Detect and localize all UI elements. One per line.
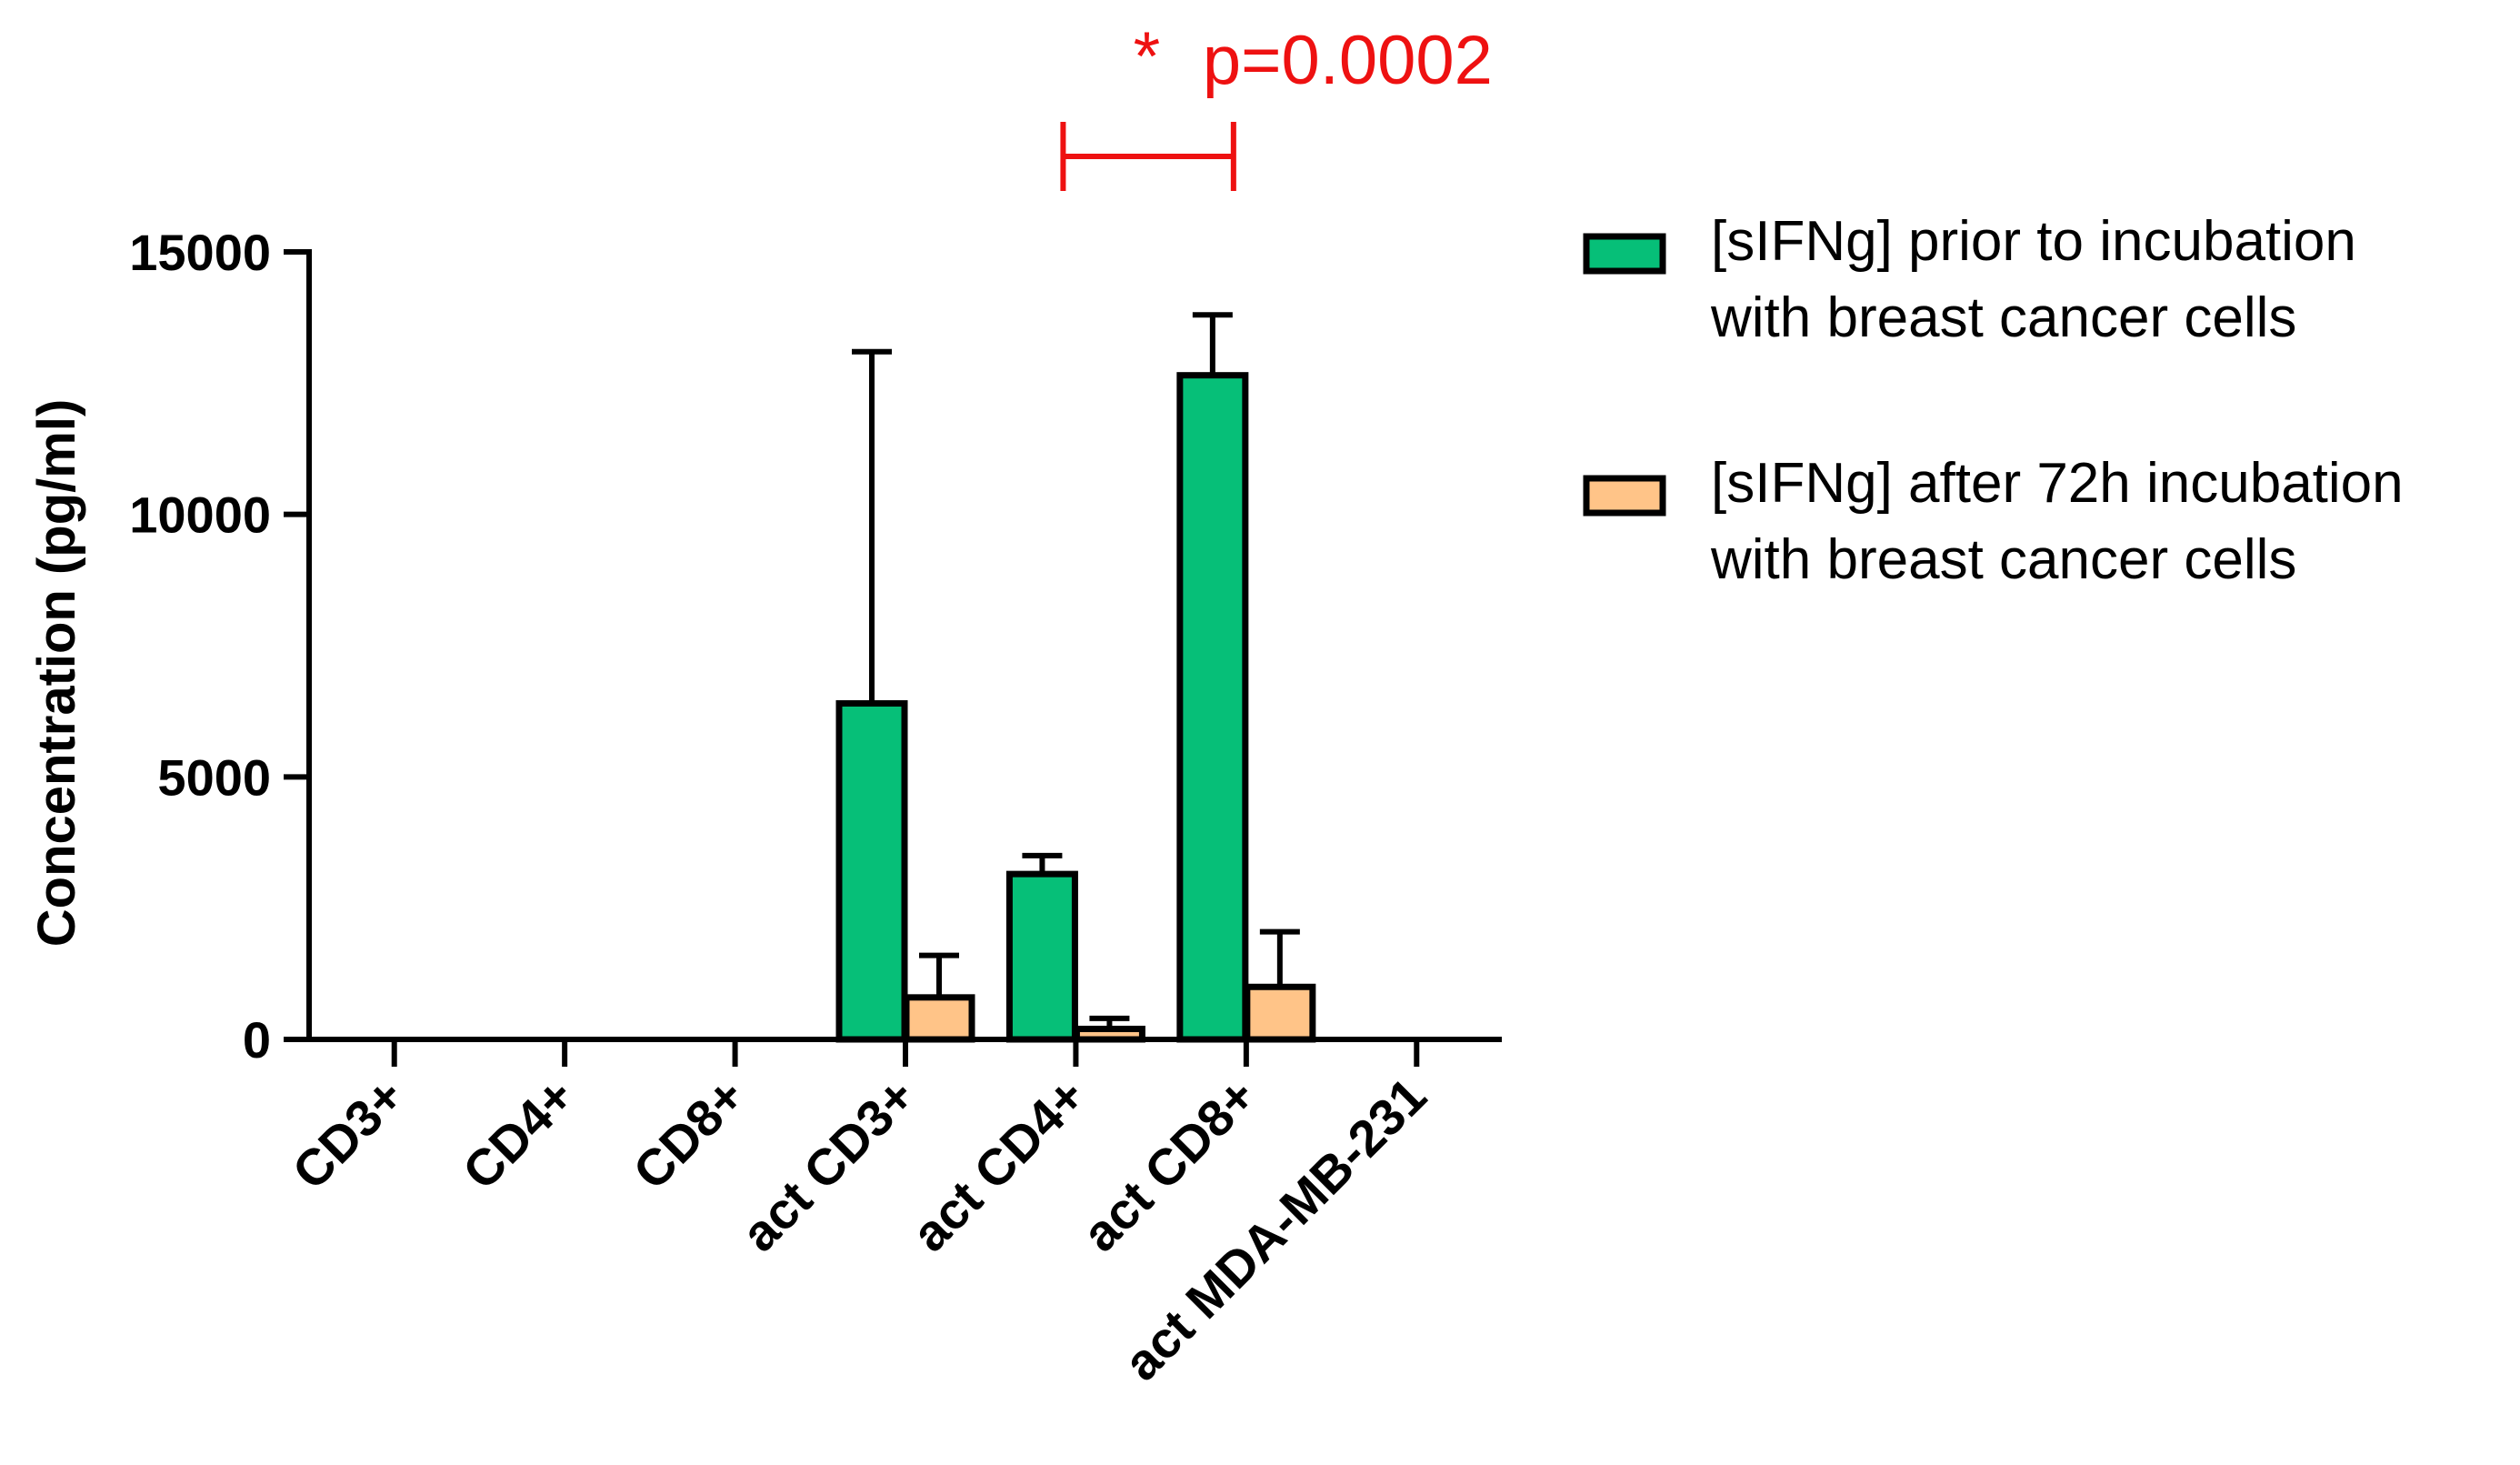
y-tick-label: 10000 bbox=[129, 487, 271, 544]
error-bars bbox=[852, 312, 1300, 1029]
x-tick-label-cd4: CD4+ bbox=[452, 1067, 585, 1200]
p-value-label: p=0.0002 bbox=[1203, 22, 1493, 99]
bar-series2-act-cd3 bbox=[903, 994, 975, 1043]
legend-swatch-series2 bbox=[1583, 475, 1666, 517]
bar-series1-act-cd8 bbox=[1176, 372, 1249, 1043]
y-ticks: 0 5000 10000 15000 bbox=[129, 224, 309, 1069]
y-tick-label: 0 bbox=[243, 1011, 271, 1069]
legend-swatch-series1 bbox=[1583, 233, 1666, 275]
x-tick-label-cd8: CD8+ bbox=[622, 1067, 755, 1200]
y-tick-label: 15000 bbox=[129, 224, 271, 281]
legend-label-series1-line1: [sIFNg] prior to incubation bbox=[1711, 210, 2356, 273]
legend-label-series2-line2: with breast cancer cells bbox=[1710, 528, 2296, 591]
legend-label-series1-line2: with breast cancer cells bbox=[1710, 286, 2296, 349]
bar-series1-act-cd4 bbox=[1005, 870, 1078, 1043]
bars bbox=[835, 372, 1316, 1043]
x-tick-label-act-cd4: act CD4+ bbox=[901, 1067, 1096, 1262]
significance-star: * bbox=[1134, 18, 1161, 95]
bar-series2-act-cd8 bbox=[1244, 983, 1316, 1043]
y-axis-title: Concentration (pg/ml) bbox=[27, 399, 86, 948]
bar-series1-act-cd3 bbox=[835, 700, 908, 1043]
legend: [sIFNg] prior to incubation with breast c… bbox=[1583, 210, 2404, 591]
x-tick-label-act-mda-mb-231: act MDA-MB-231 bbox=[1113, 1067, 1437, 1391]
x-tick-label-act-cd3: act CD3+ bbox=[730, 1067, 925, 1262]
legend-label-series2-line1: [sIFNg] after 72h incubation bbox=[1711, 452, 2404, 515]
bar-series2-act-cd4 bbox=[1073, 1025, 1145, 1043]
x-tick-label-cd3: CD3+ bbox=[281, 1067, 415, 1200]
x-ticks: CD3+ CD4+ CD8+act CD3+act CD4+act CD8+act … bbox=[281, 1039, 1437, 1391]
significance-annotation: * p=0.0002 bbox=[1060, 18, 1493, 191]
y-tick-label: 5000 bbox=[157, 748, 271, 806]
